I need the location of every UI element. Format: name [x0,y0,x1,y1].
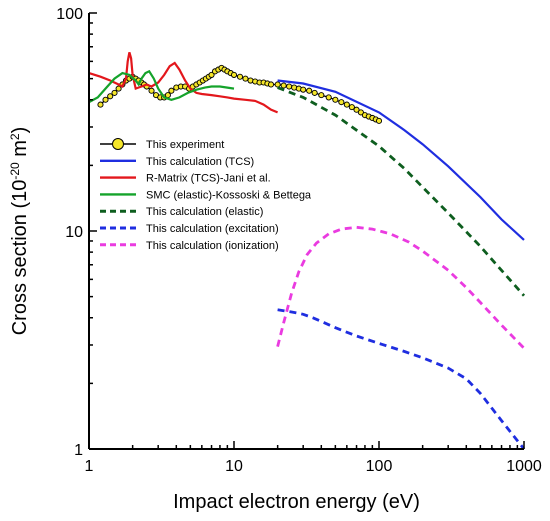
experiment-point [242,75,249,82]
legend-entry: This calculation (elastic) [100,206,263,218]
y-axis-title-part: 2 [8,133,22,140]
experiment-point [318,92,325,99]
y-axis-title-part: -20 [8,162,22,180]
experiment-point [300,86,307,93]
x-tick-label: 1 [85,458,94,475]
experiment-point [208,71,215,78]
legend-entry: This calculation (excitation) [100,223,279,235]
experiment-point [357,109,364,116]
experiment-point [348,104,355,111]
series-line [277,86,526,297]
experiment-point [286,83,293,90]
experiment-point [107,93,114,100]
series-line [277,308,526,450]
experiment-point [111,89,118,96]
experiment-point [168,87,175,94]
series-4 [277,86,526,297]
x-axis-title: Impact electron energy (eV) [173,491,420,513]
legend-entry: This calculation (ionization) [100,240,279,252]
experiment-point [148,87,155,94]
experiment-point [236,73,244,80]
y-tick-label: 1 [74,442,83,459]
series-line [277,79,525,241]
series-layer [88,52,526,450]
experiment-point [338,99,345,106]
experiment-point [332,96,339,103]
series-5 [277,308,526,450]
legend: This experiment This calculation (TCS) R-M… [100,138,312,252]
series-line [88,52,279,114]
series-line [276,225,526,350]
x-tick-label: 1000 [506,458,542,475]
y-tick-label: 10 [65,224,83,241]
series-2 [88,52,279,114]
experiment-point [230,71,238,78]
legend-entry: This calculation (TCS) [100,156,254,168]
experiment-point [102,96,109,103]
legend-label: This calculation (elastic) [146,206,263,218]
y-axis-title-part: ) [9,127,31,134]
x-tick-label: 100 [366,458,393,475]
experiment-point [97,101,104,108]
experiment-point [115,85,122,92]
experiment-point [280,82,287,89]
series-6 [276,225,526,350]
experiment-point [375,117,383,124]
y-axis-title-part: m [9,140,31,162]
experiment-point [306,87,313,94]
legend-marker [112,138,124,150]
legend-label: This calculation (ionization) [146,240,279,252]
legend-entry: R-Matrix (TCS)-Jani et al. [100,173,271,185]
legend-label: This calculation (excitation) [146,223,279,235]
series-3 [88,69,235,104]
experiment-point [311,89,318,96]
series-line [88,69,235,104]
legend-entry: SMC (elastic)-Kossoski & Bettega [100,189,312,201]
y-tick-label: 100 [56,6,83,23]
experiment-point [353,106,360,113]
legend-label: This experiment [146,139,224,151]
experiment-point [325,94,332,101]
experiment-point [274,81,281,88]
series-1 [277,79,525,241]
y-axis-title: Cross section (10-20 m2) [8,127,31,336]
legend-label: SMC (elastic)-Kossoski & Bettega [146,189,312,201]
experiment-point [343,101,350,108]
legend-label: R-Matrix (TCS)-Jani et al. [146,173,271,185]
x-tick-label: 10 [225,458,243,475]
y-axis-title-part: Cross section (10 [9,180,31,336]
legend-entry: This experiment [100,138,224,151]
axes: 1 10 100 1000 1 10 100 Impact electron energy (… [8,6,542,513]
legend-label: This calculation (TCS) [146,156,254,168]
experiment-point [267,81,275,88]
